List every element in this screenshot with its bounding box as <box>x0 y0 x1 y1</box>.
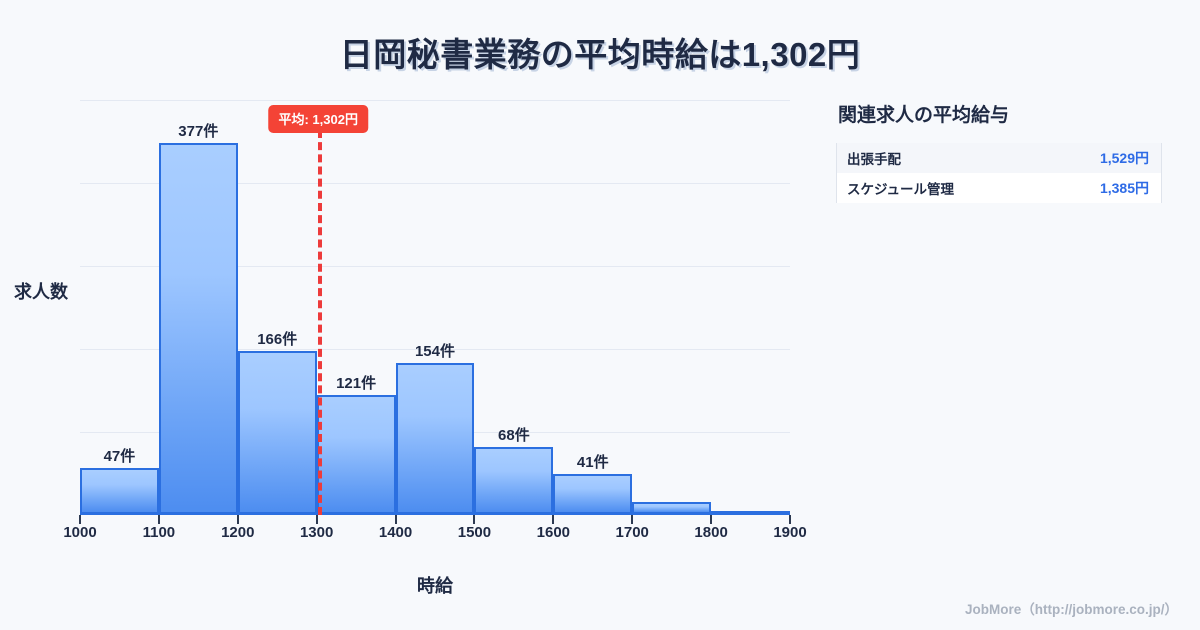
bar-1200-1300[interactable] <box>237 350 317 514</box>
table-row[interactable]: 出張手配 1,529円 <box>837 143 1161 173</box>
gridline <box>80 100 790 101</box>
bar-label: 154件 <box>414 342 455 360</box>
bar-1000-1100[interactable] <box>80 467 159 514</box>
bar-label: 377件 <box>178 123 219 141</box>
related-salary-panel: 関連求人の平均給与 出張手配 1,529円 スケジュール管理 1,385円 <box>836 100 1166 203</box>
plot-area <box>80 100 790 514</box>
x-tick-label: 1100 <box>142 524 176 541</box>
x-tick-label: 1600 <box>536 524 571 541</box>
x-tick-mark <box>315 515 318 524</box>
x-tick-label: 1300 <box>299 524 334 541</box>
average-badge: 平均: 1,302円 <box>268 105 368 133</box>
x-tick-mark <box>552 515 555 524</box>
x-tick-mark <box>394 515 397 524</box>
x-tick-label: 1700 <box>615 524 649 541</box>
x-tick-mark <box>473 515 476 524</box>
bar-1500-1600[interactable] <box>474 447 554 514</box>
x-tick-label: 1000 <box>63 524 97 541</box>
x-tick-label: 1800 <box>694 524 728 541</box>
gridline <box>80 266 790 267</box>
x-tick-mark <box>157 515 160 524</box>
bar-label: 41件 <box>576 453 609 471</box>
x-tick-label: 1400 <box>378 524 413 541</box>
bar-1100-1200[interactable] <box>158 143 238 514</box>
average-line <box>318 130 323 515</box>
x-axis-line <box>80 513 790 515</box>
bar-label: 166件 <box>257 330 298 348</box>
bar-1600-1700[interactable] <box>553 473 633 514</box>
x-tick-mark <box>710 515 713 524</box>
bar-label: 68件 <box>498 427 530 445</box>
x-tick-mark <box>79 515 81 524</box>
x-tick-label: 1200 <box>221 524 255 541</box>
bar-1300-1400[interactable] <box>316 395 396 514</box>
x-tick-mark <box>789 515 791 524</box>
table-row[interactable]: スケジュール管理 1,385円 <box>837 173 1161 203</box>
gridline <box>80 183 790 184</box>
footer-credit: JobMore（http://jobmore.co.jp/） <box>965 602 1178 617</box>
bar-label: 121件 <box>336 375 377 393</box>
x-tick-mark <box>236 515 239 524</box>
gridline <box>80 349 790 350</box>
related-salary-table: 出張手配 1,529円 スケジュール管理 1,385円 <box>836 143 1162 203</box>
related-salary-title: 関連求人の平均給与 <box>838 105 1010 126</box>
x-tick-label: 1500 <box>457 524 492 541</box>
x-axis-title: 時給 <box>417 576 453 596</box>
page-title: 日岡秘書業務の平均時給は1,302円 <box>339 36 861 73</box>
related-job-salary: 1,385円 <box>1099 180 1149 196</box>
bar-label: 47件 <box>103 447 136 465</box>
related-job-name: 出張手配 <box>847 152 901 167</box>
related-job-salary: 1,529円 <box>1099 150 1149 166</box>
related-job-name: スケジュール管理 <box>847 182 955 197</box>
x-tick-mark <box>631 515 634 524</box>
x-tick-label: 1900 <box>773 524 807 541</box>
bar-1400-1500[interactable] <box>395 362 475 514</box>
y-axis-title: 求人数 <box>14 282 68 302</box>
